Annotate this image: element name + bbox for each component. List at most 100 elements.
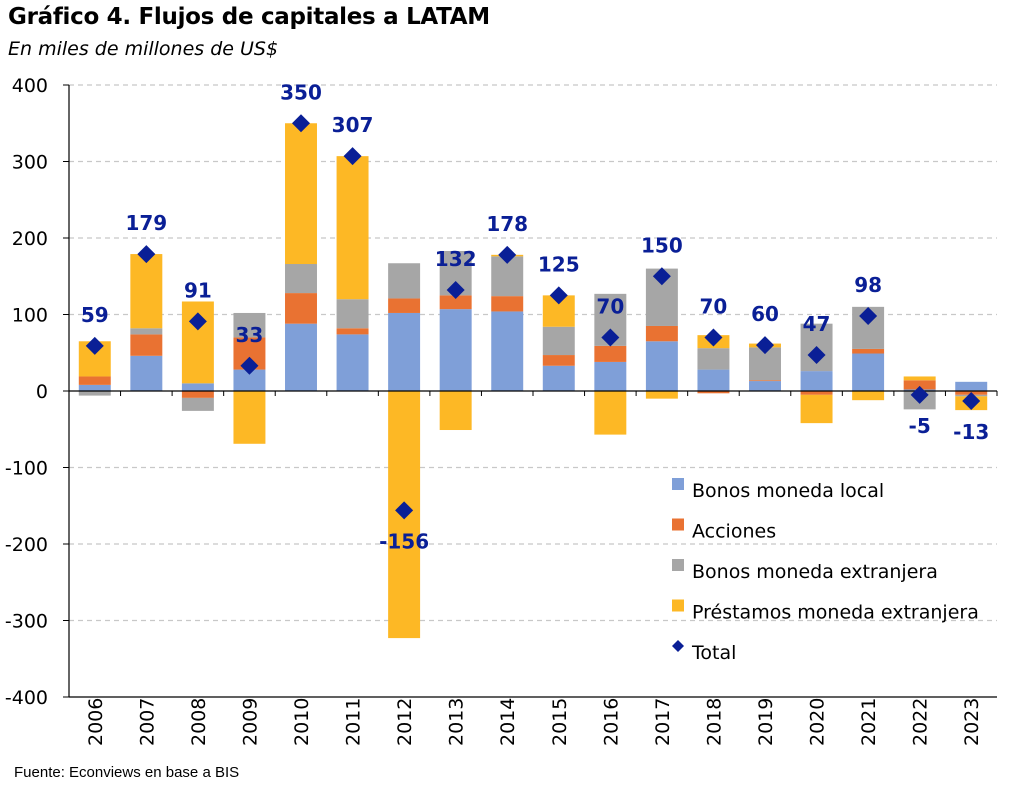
bar-segment (800, 371, 833, 391)
x-tick-label: 2022 (910, 698, 932, 746)
total-marker (137, 245, 156, 264)
y-tick-label: 0 (36, 381, 48, 403)
bar-segment (130, 355, 163, 391)
bar-segment (336, 299, 369, 329)
legend-label: Acciones (692, 521, 776, 543)
bar-segment (542, 365, 575, 391)
legend-swatch (672, 559, 684, 571)
y-tick-label: 100 (12, 305, 48, 327)
total-data-label: 70 (596, 294, 624, 318)
bar-segment (336, 334, 369, 391)
x-tick-label: 2006 (85, 698, 107, 746)
total-data-label: 70 (700, 294, 728, 318)
x-tick-label: 2014 (497, 698, 519, 746)
bar-segment (697, 348, 730, 370)
total-marker (807, 346, 826, 365)
bar-segment (439, 391, 472, 431)
total-marker (498, 245, 517, 264)
y-tick-label: -400 (5, 687, 48, 709)
bar-segment (852, 348, 885, 354)
bar-segment (439, 309, 472, 391)
x-tick-label: 2017 (652, 698, 674, 746)
bar-segment (800, 394, 833, 424)
total-data-label: -156 (379, 529, 429, 553)
bar-segment (542, 326, 575, 356)
total-data-label: 60 (751, 302, 779, 326)
total-data-label: 33 (236, 323, 264, 347)
legend-swatch (672, 599, 684, 612)
total-marker (549, 286, 568, 305)
bar-segment (955, 381, 988, 391)
bar-segment (285, 323, 317, 391)
x-tick-label: 2008 (188, 698, 210, 746)
bar-segment (285, 264, 317, 294)
bar-segment (233, 312, 266, 338)
total-marker (910, 385, 929, 404)
legend-label: Bonos moneda extranjera (692, 561, 938, 583)
x-tick-label: 2013 (446, 698, 468, 746)
legend-swatch (672, 640, 684, 652)
total-markers: 59 179 91 33 350 307 -156 132 178 125 70 150 70 60 47 9… (81, 80, 989, 553)
total-marker (446, 281, 465, 300)
bar-segment (903, 376, 936, 381)
total-marker (85, 336, 104, 355)
bar-segment (594, 361, 627, 391)
bar-segment (697, 369, 730, 391)
bar-segment (645, 341, 678, 391)
bar-segment (181, 391, 214, 398)
x-tick-label: 2023 (961, 698, 983, 746)
legend-swatch (672, 478, 684, 490)
total-data-label: 178 (486, 212, 528, 236)
total-data-label: -13 (953, 420, 989, 444)
bar-segment (181, 397, 214, 411)
bar-segment (285, 123, 317, 265)
bar-segment (233, 369, 266, 391)
axes: 400 300 200 100 0 -100 -200 -300 -400 2006 2007 200… (5, 75, 998, 746)
total-marker (343, 147, 362, 166)
bar-segment (852, 391, 885, 401)
bar-segment (645, 325, 678, 342)
total-marker (652, 267, 671, 286)
bar-segment (439, 295, 472, 310)
y-tick-label: -100 (5, 458, 48, 480)
x-tick-label: 2016 (600, 698, 622, 746)
total-data-label: 150 (641, 233, 683, 257)
bar-segment (594, 391, 627, 435)
bar-segment (78, 391, 111, 396)
total-data-label: -5 (909, 414, 931, 438)
bar-segment (852, 353, 885, 391)
total-marker (704, 328, 723, 347)
legend-label: Bonos moneda local (692, 480, 884, 502)
bar-segment (130, 334, 163, 356)
bar-segment (903, 380, 936, 390)
total-marker (962, 391, 981, 410)
y-tick-label: 200 (12, 228, 48, 250)
bar-segment (130, 328, 163, 335)
y-tick-label: 400 (12, 75, 48, 97)
total-data-label: 307 (332, 113, 374, 137)
x-tick-label: 2012 (394, 698, 416, 746)
total-data-label: 350 (280, 80, 322, 104)
x-tick-label: 2019 (755, 698, 777, 746)
total-marker (756, 336, 774, 355)
bar-segment (336, 156, 369, 300)
chart-subtitle: En miles de millones de US$ (8, 38, 279, 60)
x-tick-label: 2020 (807, 698, 829, 746)
bar-segment (285, 293, 317, 324)
y-tick-label: 300 (12, 152, 48, 174)
source-note: Fuente: Econviews en base a BIS (14, 764, 240, 781)
bar-segment (645, 391, 678, 399)
legend-label: Préstamos moneda extranjera (692, 602, 979, 624)
bar-segment (78, 384, 111, 391)
bar-segment (181, 383, 214, 391)
total-data-label: 59 (81, 303, 109, 327)
total-data-label: 125 (538, 252, 580, 276)
bar-segment (491, 296, 524, 312)
total-data-label: 179 (125, 211, 167, 235)
bar-segment (491, 311, 524, 391)
total-marker (395, 501, 414, 520)
bar-segment (749, 380, 781, 382)
legend-swatch (672, 518, 684, 531)
bar-segment (542, 355, 575, 366)
